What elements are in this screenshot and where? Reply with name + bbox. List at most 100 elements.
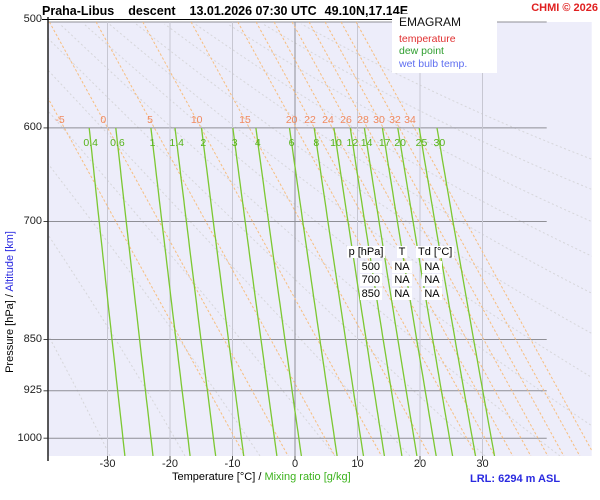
plot-background [48,22,592,456]
table-cell-temperature: NA [392,260,412,273]
table-cell-dewpoint: NA [422,260,442,273]
mixing-ratio-label: 14 [361,137,373,149]
temperature-gridlines [107,22,483,456]
mixing-ratio-label: 1.4 [169,137,184,149]
mixing-ratio-label: 0.6 [110,137,125,149]
wet-adiabat-label: 20 [286,114,298,126]
table-cell-temperature: NA [392,287,412,300]
legend-box: EMAGRAM temperature dew point wet bulb t… [392,14,497,73]
legend-item-wetbulb: wet bulb temp. [399,57,468,70]
y-tick-label: 1000 [17,431,42,444]
wet-adiabat [255,22,496,456]
gray-adiabat [48,162,261,456]
mixing-ratio-line [418,127,477,456]
mixing-ratio-label: 20 [394,137,406,149]
sounding-mode: descent [128,4,176,18]
x-tick-label: -10 [224,458,241,470]
legend-item-temperature: temperature [399,32,456,45]
wet-adiabat-label: 28 [357,114,369,126]
gray-adiabat [48,233,186,456]
table-header-temperature: T [396,246,408,258]
wet-adiabat [237,22,477,456]
mixing-ratio-label: 17 [379,137,391,149]
mixing-ratio-line [436,127,496,456]
sounding-datetime: 13.01.2026 07:30 UTC [189,4,317,18]
mixing-ratio-label: 4 [255,137,261,149]
y-tick-label: 850 [23,332,42,345]
x-axis-title-separator: / [255,471,265,483]
wet-adiabat [308,22,549,456]
wet-adiabat [324,22,565,456]
x-axis-title: Temperature [°C] / Mixing ratio [g/kg] [172,471,351,483]
legend-item-dewpoint: dew point [399,45,444,57]
wet-adiabat [273,22,514,456]
x-tick-label: 10 [351,458,364,470]
table-cell-dewpoint: NA [422,287,442,300]
wet-adiabat-labels: -5 0 5 10 15 20 22 24 26 28 30 32 34 [55,114,416,126]
mixing-ratio-line [255,127,303,456]
axis-ticks [43,127,483,461]
wet-adiabat [48,97,246,456]
mixing-ratio-line [313,127,365,456]
copyright-watermark: CHMI © 2026 [531,2,598,14]
mixing-ratio-labels: 0.4 0.6 1 1.4 2 3 4 6 8 10 12 14 17 20 25 30 [83,137,445,149]
mixing-ratio-line [150,127,191,456]
mixing-ratio-line [88,127,126,456]
gray-adiabat [227,23,592,223]
wet-adiabat-label: 22 [304,114,316,126]
table-cell-pressure: 700 [359,274,382,286]
mixing-ratio-line [232,127,278,456]
mixing-ratio-label: 25 [416,137,428,149]
wet-adiabat-label: 5 [147,114,153,126]
mixing-ratio-label: 8 [313,137,319,149]
mixing-ratio-line [363,127,418,456]
y-tick-label: 500 [23,12,42,25]
gray-adiabat-lines [48,23,592,456]
y-tick-label: 925 [23,384,42,397]
x-tick-label: -20 [162,458,178,470]
legend-heading: EMAGRAM [399,15,462,29]
chart-title: Praha-Libus descent 13.01.2026 07:30 UTC 49… [42,4,409,20]
y-axis-title: Pressure [hPa] / Altitude [km] [4,231,16,373]
x-tick-label: 30 [476,458,489,470]
y-tick-label: 700 [23,215,42,228]
wet-adiabat-lines [48,22,592,456]
wet-adiabat-label: 10 [191,114,203,126]
table-cell-pressure: 500 [359,260,382,273]
level-data-table: p [hPa] T Td [°C] 500 NA NA 700 NA NA 850 NA NA [344,246,455,301]
table-cell-pressure: 850 [359,287,382,300]
wet-adiabat-label: -5 [55,114,64,126]
gray-adiabat [135,23,592,335]
mixing-ratio-line [174,127,217,456]
mixing-ratio-label: 3 [232,137,238,149]
wet-adiabat [340,22,581,456]
mixing-ratio-label: 10 [330,137,342,149]
station-name: Praha-Libus [42,4,115,18]
y-axis-title-altitude: Altitude [km] [4,231,16,292]
table-cell-temperature: NA [392,274,412,286]
table-cell-dewpoint: NA [422,274,442,286]
gray-adiabat [48,110,336,456]
gray-adiabat [262,23,592,190]
mixing-ratio-line [288,127,338,456]
mixing-ratio-label: 0.4 [83,137,98,149]
wet-adiabat-label: 0 [100,114,106,126]
wet-adiabat-label: 34 [404,114,416,126]
mixing-ratio-label: 12 [347,137,359,149]
station-coords: 49.10N,17.14E [324,4,409,18]
wet-adiabat [291,22,532,456]
wet-adiabat [48,22,289,456]
table-header-pressure: p [hPa] [346,246,386,258]
wet-adiabat-label: 15 [239,114,251,126]
mixing-ratio-label: 6 [289,137,295,149]
gray-adiabat [83,23,592,427]
mixing-ratio-line [200,127,245,456]
x-axis-title-temperature: Temperature [°C] [172,471,256,483]
mixing-ratio-label: 30 [434,137,446,149]
lrl-annotation: LRL: 6294 m ASL [470,473,561,485]
mixing-ratio-line [333,127,386,456]
mixing-ratio-label: 1 [150,137,156,149]
y-axis-title-separator: / [4,291,16,301]
